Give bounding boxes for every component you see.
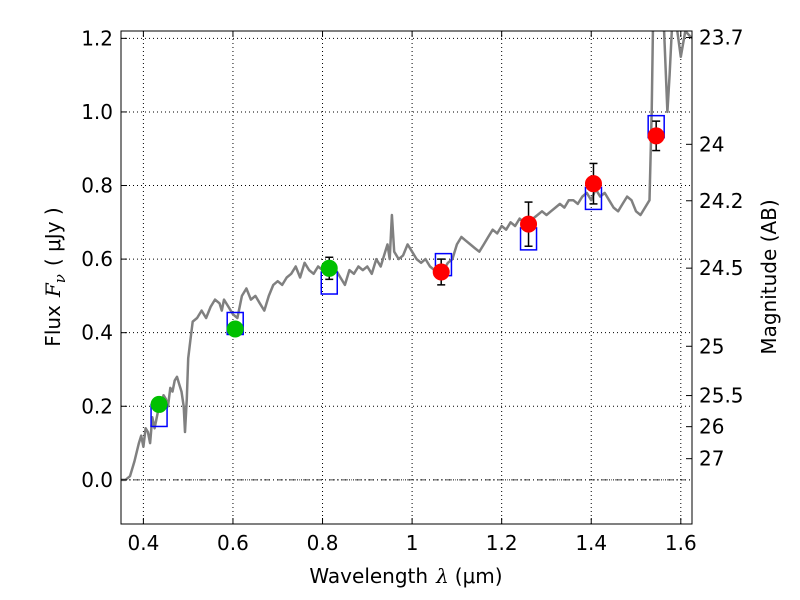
observed-point bbox=[226, 320, 244, 338]
x-tick-label: 1.6 bbox=[665, 531, 697, 555]
observed-point bbox=[520, 215, 538, 233]
x-tick-label: 0.8 bbox=[307, 531, 339, 555]
mag-tick-label: 24.2 bbox=[699, 189, 744, 213]
series-layer bbox=[121, 31, 692, 482]
mag-tick-label: 25.5 bbox=[699, 384, 744, 408]
sed-model-line bbox=[121, 31, 692, 482]
y-tick-label: 1.0 bbox=[81, 100, 113, 124]
x-axis-label: Wavelength λ (μm) bbox=[309, 564, 502, 588]
x-axis-label-text: Wavelength bbox=[309, 564, 428, 588]
plot-background bbox=[121, 31, 692, 524]
observed-point bbox=[647, 127, 665, 145]
plot-frame bbox=[120, 30, 693, 525]
mag-tick-label: 26 bbox=[699, 415, 724, 439]
y-tick-label: 0.6 bbox=[81, 247, 113, 271]
y-axis-label-subscript: ν bbox=[51, 274, 69, 283]
observed-point bbox=[150, 395, 168, 413]
mag-tick-label: 23.7 bbox=[699, 26, 744, 50]
observed-point bbox=[584, 175, 602, 193]
y-tick-label: 0.8 bbox=[81, 174, 113, 198]
mag-tick-label: 24 bbox=[699, 132, 724, 156]
x-tick-label: 1.4 bbox=[575, 531, 607, 555]
x-tick-label: 0.4 bbox=[127, 531, 159, 555]
y-tick-label: 0.0 bbox=[81, 468, 113, 492]
x-tick-label: 0.6 bbox=[217, 531, 249, 555]
x-tick-label: 1 bbox=[406, 531, 419, 555]
mag-tick-label: 27 bbox=[699, 447, 724, 471]
y-axis-label-symbol: F bbox=[41, 282, 65, 298]
ticks: 0.4 0.6 0.8 1 1.2 1.4 1.6 0.0 0.2 0.4 0.6 0.8 1.0 1.2… bbox=[81, 26, 743, 555]
x-axis-label-unit: (μm) bbox=[455, 564, 503, 588]
observed-point bbox=[320, 259, 338, 277]
y-axis-label: Flux Fν ( μJy ) bbox=[41, 207, 69, 346]
y-tick-label: 0.2 bbox=[81, 394, 113, 418]
y-axis-label-text: Flux bbox=[41, 305, 65, 347]
mag-tick-label: 24.5 bbox=[699, 256, 744, 280]
mag-tick-label: 25 bbox=[699, 334, 724, 358]
x-tick-label: 1.2 bbox=[486, 531, 518, 555]
x-axis-label-symbol: λ bbox=[435, 564, 449, 588]
observed-point bbox=[432, 263, 450, 281]
y-tick-label: 0.4 bbox=[81, 321, 113, 345]
y-axis-label-unit: ( μJy ) bbox=[41, 207, 65, 266]
y-tick-label: 1.2 bbox=[81, 26, 113, 50]
y2-axis-label: Magnitude (AB) bbox=[757, 199, 781, 354]
